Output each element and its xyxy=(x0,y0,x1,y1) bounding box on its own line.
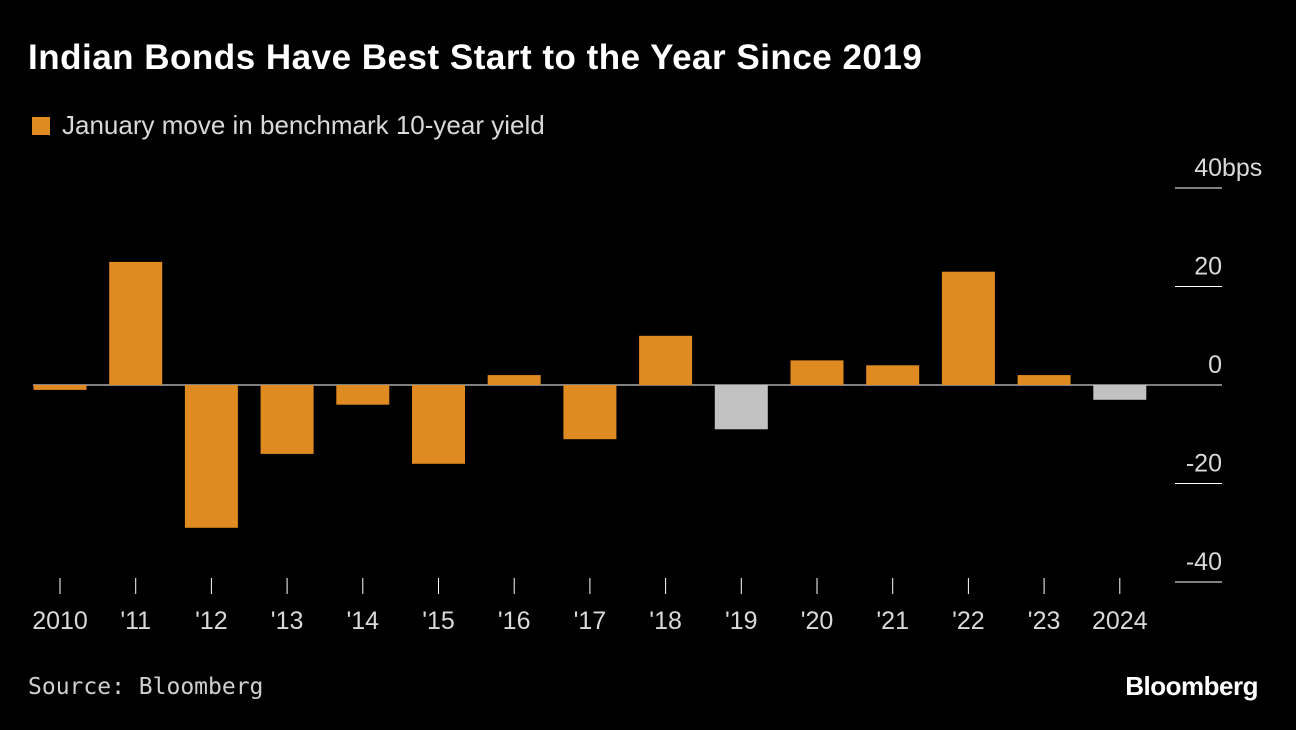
x-tick-label: '13 xyxy=(271,607,304,635)
x-tick-label: '22 xyxy=(952,607,985,635)
bar-2024 xyxy=(1093,385,1147,400)
bar-18 xyxy=(639,335,693,386)
bar-14 xyxy=(336,385,390,405)
y-unit-label: bps xyxy=(1222,154,1262,182)
legend-swatch xyxy=(32,116,50,135)
x-tick-label: '20 xyxy=(801,607,834,635)
x-tick-label: '14 xyxy=(347,607,380,635)
bar-16 xyxy=(487,375,541,385)
y-tick-label: 0 xyxy=(1208,351,1222,379)
x-tick-label: '21 xyxy=(876,607,909,635)
bar-23 xyxy=(1017,375,1071,385)
bar-19 xyxy=(714,385,768,430)
y-tick-label: 40 xyxy=(1194,154,1222,182)
y-tick-label: -20 xyxy=(1186,450,1222,478)
y-tick-label: -40 xyxy=(1186,548,1222,576)
x-tick-label: '12 xyxy=(195,607,228,635)
legend: January move in benchmark 10-year yield xyxy=(32,110,545,141)
bar-22 xyxy=(941,271,995,385)
bloomberg-logo: Bloomberg xyxy=(1125,671,1258,701)
bars xyxy=(33,261,1147,528)
x-tick-label: 2024 xyxy=(1092,607,1148,635)
bar-12 xyxy=(184,385,238,528)
x-tick-label: '23 xyxy=(1028,607,1061,635)
x-tick-label: '19 xyxy=(725,607,758,635)
bar-21 xyxy=(866,365,920,385)
bar-2010 xyxy=(33,385,87,390)
chart-title: Indian Bonds Have Best Start to the Year… xyxy=(28,38,923,77)
x-tick-label: 2010 xyxy=(32,607,88,635)
x-tick-label: '15 xyxy=(422,607,455,635)
bar-15 xyxy=(412,385,465,464)
bar-13 xyxy=(260,385,314,454)
x-tick-label: '16 xyxy=(498,607,531,635)
x-tick-label: '18 xyxy=(649,607,682,635)
x-tick-label: '11 xyxy=(120,607,151,635)
y-tick-label: 20 xyxy=(1194,253,1222,281)
bar-11 xyxy=(109,261,163,385)
bar-17 xyxy=(563,385,617,440)
x-axis: 2010 '11 '12 '13 '14 '15 '16 '17 '18 '19 '20 '21 '22… xyxy=(32,578,1148,635)
source-note: Source: Bloomberg xyxy=(28,674,264,700)
bar-20 xyxy=(790,360,844,385)
x-tick-label: '17 xyxy=(574,607,607,635)
legend-label: January move in benchmark 10-year yield xyxy=(62,110,545,140)
